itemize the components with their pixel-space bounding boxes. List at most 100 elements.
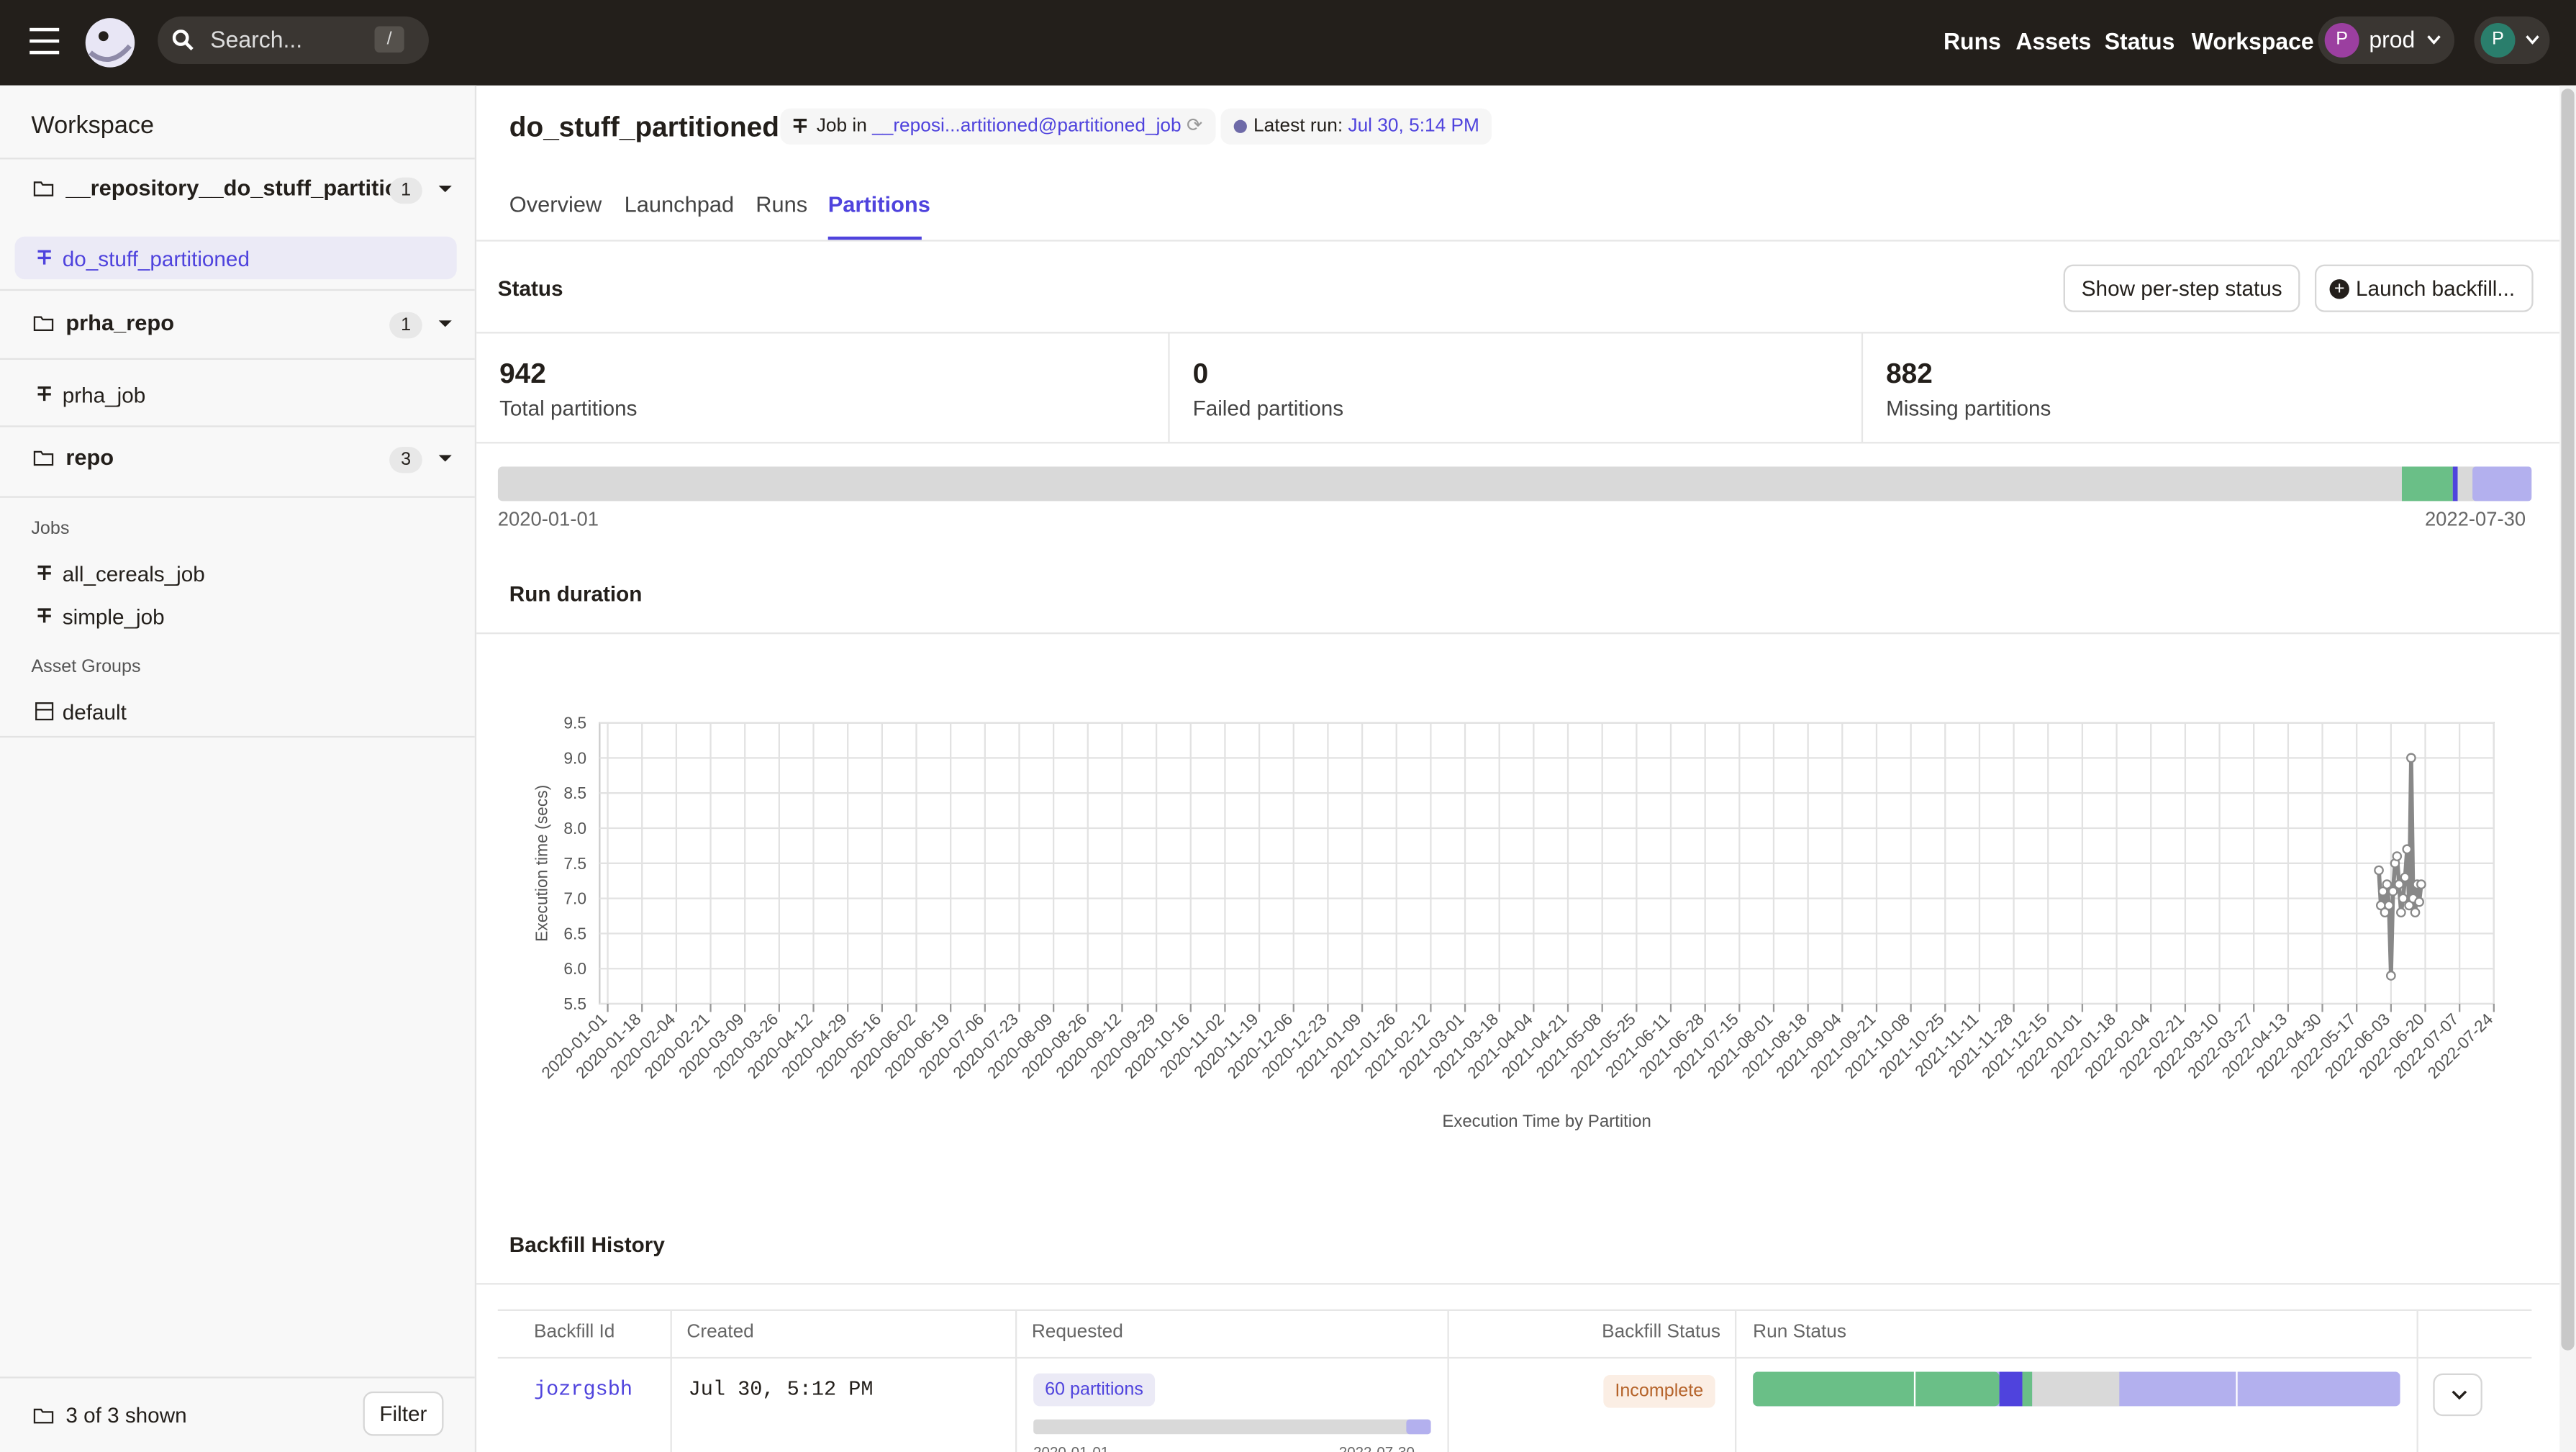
button-label: Launch backfill...: [2356, 276, 2516, 301]
requested-bar: [1033, 1419, 1431, 1435]
y-tick-label: 8.5: [563, 784, 586, 802]
repo-count: 1: [389, 177, 423, 204]
asset-group-icon: [35, 702, 54, 721]
asset-group-row[interactable]: default: [15, 691, 457, 731]
section-heading: Asset Groups: [31, 657, 141, 677]
logo[interactable]: [81, 13, 140, 72]
expand-button[interactable]: [2433, 1373, 2482, 1417]
job-title: do_stuff_partitioned: [509, 112, 780, 143]
deployment-switcher[interactable]: P prod: [2318, 16, 2455, 65]
latest-run-link[interactable]: Jul 30, 5:14 PM: [1348, 117, 1479, 137]
folder-icon: [33, 181, 54, 196]
range-end: 2022-07-30: [2424, 507, 2526, 531]
search-box[interactable]: Search... /: [158, 16, 429, 65]
y-axis-title: Execution time (secs): [532, 785, 550, 942]
button[interactable]: Show per-step status: [2063, 264, 2300, 312]
y-tick-label: 5.5: [563, 994, 586, 1013]
caret: [2526, 35, 2539, 45]
job-icon: [37, 250, 51, 265]
point: [2387, 886, 2398, 897]
job-repo-link[interactable]: __reposi...artitioned@partitioned_job: [872, 117, 1182, 137]
search-icon: [172, 30, 194, 51]
created-time: Jul 30, 5:12 PM: [688, 1378, 874, 1402]
user-avatar: P: [2480, 22, 2516, 58]
repo-row[interactable]: __repository__do_stuff_partitio... 1: [0, 168, 475, 214]
range-start: 2020-01-01: [497, 507, 599, 531]
divider: [476, 1283, 2560, 1285]
divider: [476, 332, 2560, 334]
divider: [0, 358, 475, 360]
sidebar: Workspace __repository__do_stuff_partiti…: [0, 85, 477, 1452]
point: [2402, 844, 2413, 855]
top-bar: Search... / Runs Assets Status Workspace…: [0, 0, 2576, 86]
divider: [0, 496, 475, 498]
asset-group-name: default: [62, 699, 127, 725]
section-title: Status: [497, 276, 563, 301]
job-tag: Job in __reposi...artitioned@partitioned…: [780, 108, 1216, 145]
filter-button[interactable]: Filter: [363, 1391, 444, 1436]
scrollbar[interactable]: [2559, 85, 2576, 1452]
menu-icon[interactable]: [30, 27, 63, 56]
stat-label: Total partitions: [499, 396, 638, 421]
partition-status-bar: [497, 466, 2532, 502]
requested-tag[interactable]: 60 partitions: [1033, 1373, 1155, 1407]
divider: [0, 735, 475, 738]
sidebar-title: Workspace: [31, 112, 155, 140]
job-row-selected[interactable]: do_stuff_partitioned: [14, 236, 457, 280]
divider: [0, 158, 475, 160]
repo-row[interactable]: repo 3: [0, 437, 475, 483]
point: [2392, 851, 2403, 861]
line: [2377, 758, 2423, 976]
job-name: all_cereals_job: [62, 561, 205, 587]
caret[interactable]: [438, 320, 452, 328]
section-title: Run duration: [509, 581, 643, 607]
job-icon: [37, 565, 51, 580]
job-name: simple_job: [62, 604, 165, 630]
repo-row[interactable]: prha_repo 1: [0, 302, 475, 348]
stat-value: 942: [499, 358, 546, 390]
repo-count: 3: [389, 447, 423, 473]
requested-range-end: 2022-07-30: [1339, 1444, 1415, 1452]
nav-link[interactable]: Status: [2104, 27, 2175, 55]
repo-name: prha_repo: [65, 310, 175, 335]
backfill-status: Incomplete: [1603, 1375, 1715, 1408]
job-row[interactable]: prha_job: [15, 373, 457, 415]
column-header: Created: [686, 1322, 754, 1343]
main: do_stuff_partitioned Job in __reposi...a…: [476, 86, 2560, 1452]
tab-underline: [827, 236, 922, 240]
button[interactable]: + Launch backfill...: [2314, 264, 2534, 312]
stat-value: 882: [1886, 358, 1933, 390]
nav-link[interactable]: Workspace: [2191, 27, 2314, 55]
x-axis-title: Execution Time by Partition: [1442, 1112, 1651, 1131]
stat-label: Missing partitions: [1886, 396, 2051, 421]
sidebar-footer: 3 of 3 shown: [65, 1402, 187, 1428]
tab[interactable]: Overview: [509, 192, 602, 217]
job-row[interactable]: all_cereals_job: [15, 553, 457, 593]
folder-icon: [33, 1408, 54, 1424]
backfill-id[interactable]: jozrgsbh: [534, 1378, 633, 1402]
repo-count: 1: [389, 312, 423, 339]
job-row[interactable]: simple_job: [15, 596, 457, 636]
divider: [0, 425, 475, 427]
point: [2406, 753, 2416, 763]
point: [2398, 893, 2408, 904]
y-tick-label: 9.5: [563, 714, 586, 732]
job-in-label: Job in: [816, 117, 867, 137]
y-tick-label: 8.0: [563, 819, 586, 838]
job-icon: [37, 608, 51, 623]
section-title: Backfill History: [509, 1232, 665, 1257]
tab[interactable]: Runs: [756, 192, 808, 217]
tab-active[interactable]: Partitions: [827, 192, 930, 217]
caret[interactable]: [438, 185, 452, 194]
caret[interactable]: [438, 455, 452, 463]
user-menu[interactable]: P: [2474, 16, 2550, 65]
job-name: do_stuff_partitioned: [62, 246, 250, 271]
tab[interactable]: Launchpad: [624, 192, 735, 217]
run-status-bar: [1753, 1371, 2400, 1407]
deployment-name: prod: [2369, 26, 2416, 53]
nav-link[interactable]: Runs: [1943, 27, 2001, 55]
nav-link[interactable]: Assets: [2015, 27, 2092, 55]
